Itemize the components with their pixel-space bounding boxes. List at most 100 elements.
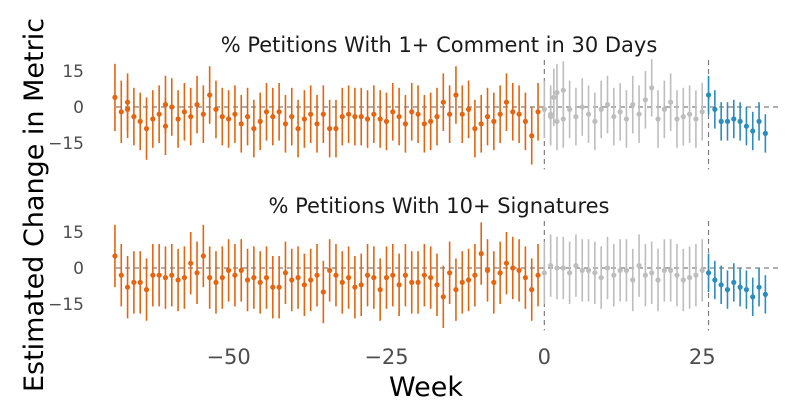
estimate-point: [390, 244, 396, 307]
point-estimate: [579, 104, 585, 110]
point-estimate: [611, 272, 617, 278]
estimate-point: [409, 251, 415, 314]
point-estimate: [213, 106, 219, 112]
point-estimate: [440, 294, 446, 300]
point-estimate: [522, 275, 529, 281]
point-estimate: [743, 123, 750, 129]
estimate-point: [175, 90, 181, 148]
estimate-point: [510, 83, 516, 141]
estimate-point: [289, 248, 295, 312]
point-estimate: [686, 111, 693, 117]
estimate-point: [554, 92, 560, 151]
estimate-point: [447, 85, 453, 143]
y-tick-label: −15: [48, 295, 84, 315]
point-estimate: [756, 118, 762, 124]
point-estimate: [327, 126, 333, 132]
point-estimate: [364, 116, 371, 122]
point-estimate: [459, 111, 465, 117]
estimate-point: [270, 87, 276, 146]
estimate-point: [276, 83, 282, 141]
estimate-point: [402, 95, 409, 153]
estimate-point: [756, 102, 762, 141]
estimate-point: [124, 80, 131, 139]
estimate-point: [339, 87, 345, 146]
estimate-point: [200, 224, 206, 288]
estimate-point: [453, 258, 459, 321]
estimate-point: [459, 251, 465, 314]
estimate-point: [137, 92, 143, 151]
point-estimate: [724, 287, 731, 293]
point-estimate: [308, 111, 314, 117]
estimate-point: [428, 246, 434, 309]
point-estimate: [510, 109, 516, 115]
point-estimate: [718, 118, 724, 124]
estimate-point: [226, 239, 232, 302]
point-estimate: [554, 265, 560, 271]
point-estimate: [573, 114, 579, 120]
point-estimate: [592, 118, 598, 124]
point-estimate: [207, 92, 213, 98]
estimate-point: [314, 95, 320, 153]
point-estimate: [402, 121, 409, 127]
estimate-point: [465, 80, 472, 139]
point-estimate: [263, 275, 270, 281]
point-estimate: [175, 116, 181, 122]
point-estimate: [320, 289, 326, 295]
point-estimate: [630, 102, 636, 108]
estimate-point: [737, 268, 743, 307]
estimate-point: [112, 224, 118, 288]
point-estimate: [522, 118, 529, 124]
estimate-point: [301, 90, 307, 148]
point-estimate: [339, 279, 345, 285]
estimate-point: [453, 66, 459, 124]
estimate-point: [194, 75, 200, 134]
estimate-point: [207, 246, 213, 309]
point-estimate: [478, 251, 484, 257]
point-estimate: [124, 284, 131, 290]
point-estimate: [244, 114, 251, 120]
estimate-point: [188, 87, 194, 146]
estimate-point: [308, 248, 314, 312]
point-estimate: [327, 267, 333, 273]
point-estimate: [282, 270, 289, 276]
point-estimate: [712, 277, 718, 283]
point-estimate: [383, 118, 390, 124]
point-estimate: [421, 121, 427, 127]
estimate-point: [232, 85, 238, 143]
estimate-point: [630, 75, 636, 134]
point-estimate: [548, 263, 554, 269]
point-estimate: [649, 85, 655, 91]
point-estimate: [371, 275, 377, 281]
point-estimate: [364, 272, 371, 278]
estimate-point: [447, 241, 453, 304]
point-estimate: [301, 282, 307, 288]
point-estimate: [680, 114, 686, 120]
point-estimate: [434, 282, 440, 288]
point-estimate: [320, 111, 326, 117]
estimate-point: [718, 102, 724, 141]
estimate-point: [244, 248, 251, 312]
estimate-point: [604, 236, 611, 300]
estimate-point: [169, 244, 175, 307]
estimate-point: [743, 270, 750, 309]
estimate-point: [503, 232, 510, 295]
point-estimate: [352, 284, 358, 290]
estimate-point: [371, 85, 377, 143]
point-estimate: [617, 109, 623, 115]
estimate-point: [617, 239, 623, 302]
point-estimate: [213, 279, 219, 285]
point-estimate: [642, 272, 648, 278]
estimate-point: [598, 80, 604, 139]
y-tick-label: 0: [73, 98, 84, 118]
estimate-point: [251, 246, 257, 309]
estimate-point: [434, 87, 440, 146]
estimate-point: [497, 241, 503, 304]
estimate-point: [434, 253, 440, 316]
point-estimate: [434, 114, 440, 120]
estimate-point: [232, 244, 238, 307]
estimate-point: [642, 71, 648, 129]
estimate-point: [143, 258, 150, 321]
estimate-point: [383, 92, 390, 151]
point-estimate: [674, 272, 680, 278]
